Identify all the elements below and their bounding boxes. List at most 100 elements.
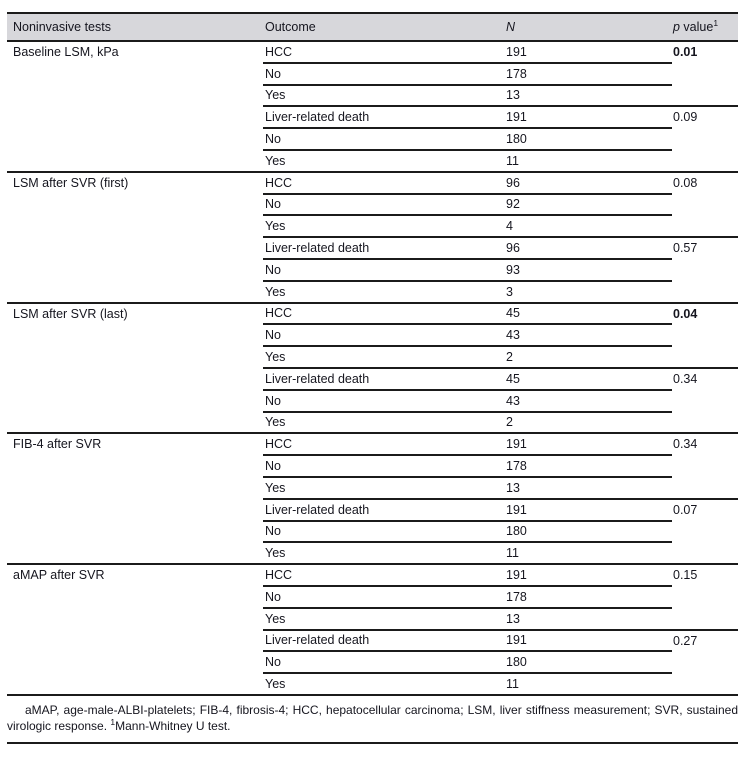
outcome-label: HCC [263,41,505,64]
n-value: 178 [505,455,672,478]
n-value: 178 [505,585,672,609]
section-test-label: LSM after SVR (last) [7,302,263,435]
outcome-sub-label: No [263,62,505,86]
n-value: 191 [505,433,672,457]
p-value-superscript: 1 [713,17,719,28]
section-test-label: aMAP after SVR [7,564,263,696]
n-value: 180 [505,651,672,675]
table-row-sub: Yes 13 [7,476,738,500]
outcomes-table-body: Baseline LSM, kPa HCC 191 0.01 No 178 Yes 13 Liv… [7,41,738,696]
outcome-sub-label: No [263,193,505,217]
table-row-outcome-group: Liver-related death 191 0.09 [7,106,738,173]
n-value: 45 [505,302,672,326]
table-row-sub: Yes 11 [7,542,738,566]
n-value: 96 [505,237,672,260]
outcome-sub-label: No [263,455,505,478]
outcome-sub-label: No [263,651,505,675]
table-row-sub: No 92 [7,193,738,217]
outcome-sub-label: Yes [263,476,505,500]
n-value: 191 [505,564,672,587]
n-value: 93 [505,258,672,282]
table-row-outcome-group: Liver-related death 191 0.07 [7,498,738,566]
table-row-sub: Yes 11 [7,673,738,696]
table-header: Noninvasive tests Outcome N p value1 [7,12,738,42]
table-row-sub: No 180 [7,651,738,675]
table-row-sub: Yes 3 [7,280,738,304]
table-row-sub: No 180 [7,520,738,544]
n-value: 13 [505,476,672,500]
outcome-label: Liver-related death [263,498,505,522]
outcome-sub-label: Yes [263,280,505,304]
n-value: 191 [505,41,672,64]
table-row-outcome-group: Liver-related death 45 0.34 [7,367,738,435]
outcome-sub-label: Yes [263,84,505,108]
section-test-label: Baseline LSM, kPa [7,41,263,173]
p-value: 0.27 [672,629,738,696]
table-row-sub: No 178 [7,455,738,478]
n-value: 96 [505,171,672,195]
p-value: 0.07 [672,498,738,566]
outcome-sub-label: No [263,520,505,544]
p-value: 0.57 [672,237,738,304]
table-row-outcome-group: FIB-4 after SVR HCC 191 0.34 [7,433,738,566]
column-header-n: N [505,12,672,42]
outcome-label: HCC [263,433,505,457]
outcome-label: Liver-related death [263,106,505,130]
table-row-sub: No 178 [7,62,738,86]
n-value: 3 [505,280,672,304]
outcome-sub-label: Yes [263,411,505,435]
outcome-sub-label: No [263,585,505,609]
n-value: 11 [505,673,672,696]
n-value: 2 [505,411,672,435]
outcome-label: Liver-related death [263,367,505,391]
p-value: 0.34 [672,433,738,500]
p-value: 0.04 [672,302,738,369]
table-row-sub: Yes 2 [7,346,738,369]
outcome-sub-label: Yes [263,673,505,696]
n-value: 2 [505,346,672,369]
table-row-sub: Yes 13 [7,84,738,108]
outcome-sub-label: No [263,324,505,348]
outcome-sub-label: Yes [263,542,505,566]
outcome-label: Liver-related death [263,629,505,653]
table-row-sub: No 178 [7,585,738,609]
column-header-noninvasive-tests: Noninvasive tests [7,12,263,42]
p-value: 0.34 [672,367,738,435]
column-header-p-value: p value1 [672,12,738,42]
footnote-test-note: Mann-Whitney U test. [115,718,231,733]
outcome-sub-label: Yes [263,346,505,369]
outcomes-table: Noninvasive tests Outcome N p value1 Bas… [7,12,738,696]
outcome-label: HCC [263,564,505,587]
section-test-label: LSM after SVR (first) [7,171,263,304]
table-row-outcome-group: aMAP after SVR HCC 191 0.15 [7,564,738,696]
footnote-abbreviations: aMAP, age-male-ALBI-platelets; FIB-4, fi… [7,702,738,733]
table-row-sub: No 93 [7,258,738,282]
n-value: 4 [505,215,672,239]
outcome-label: Liver-related death [263,237,505,260]
n-value: 43 [505,324,672,348]
table-row-outcome-group: LSM after SVR (last) HCC 45 0.04 [7,302,738,435]
table-row-sub: Yes 4 [7,215,738,239]
table-row-sub: No 43 [7,389,738,413]
outcome-sub-label: No [263,128,505,151]
table-footnote: aMAP, age-male-ALBI-platelets; FIB-4, fi… [7,702,738,744]
outcome-sub-label: No [263,258,505,282]
n-value: 13 [505,607,672,631]
p-value: 0.01 [672,41,738,108]
table-row-sub: No 43 [7,324,738,348]
table-row-outcome-group: Liver-related death 96 0.57 [7,237,738,304]
n-value: 13 [505,84,672,108]
n-value: 11 [505,149,672,173]
outcome-sub-label: No [263,389,505,413]
n-value: 178 [505,62,672,86]
p-value: 0.15 [672,564,738,631]
outcome-sub-label: Yes [263,607,505,631]
p-value: 0.09 [672,106,738,173]
table-row-outcome-group: Liver-related death 191 0.27 [7,629,738,696]
table-row-outcome-group: Baseline LSM, kPa HCC 191 0.01 [7,41,738,173]
table-row-sub: No 180 [7,128,738,151]
n-value: 180 [505,520,672,544]
outcome-sub-label: Yes [263,215,505,239]
outcome-label: HCC [263,171,505,195]
table-figure: Noninvasive tests Outcome N p value1 Bas… [7,12,738,744]
